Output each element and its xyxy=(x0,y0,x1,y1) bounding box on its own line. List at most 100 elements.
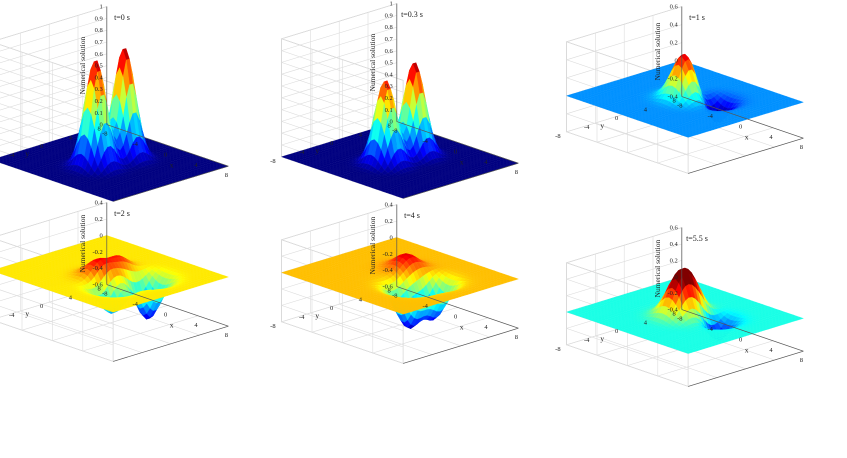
x-tick-label: 0 xyxy=(164,311,167,318)
chart-panel-6: -8-4048-8-4048-0.4-0.200.20.40.6xyNumeri… xyxy=(555,225,803,387)
y-axis-label: y xyxy=(315,146,319,155)
x-axis-label: x xyxy=(460,157,464,166)
x-axis-label: x xyxy=(460,322,464,331)
z-tick-label: 0.1 xyxy=(385,107,393,114)
y-tick-label: -4 xyxy=(9,152,15,159)
x-tick-label: -8 xyxy=(392,293,397,300)
z-tick-label: -0.4 xyxy=(668,307,679,314)
z-tick-label: -0.2 xyxy=(383,251,393,258)
y-axis-label: y xyxy=(25,309,29,318)
z-tick-label: 0.4 xyxy=(670,241,679,248)
x-tick-label: 8 xyxy=(800,357,803,364)
z-tick-label: 0.3 xyxy=(95,86,103,93)
panel-title: t=5.5 s xyxy=(686,234,708,243)
z-tick-label: 0.6 xyxy=(670,4,679,11)
y-tick-label: -4 xyxy=(299,149,305,156)
x-tick-label: 8 xyxy=(225,172,228,179)
z-tick-label: 0 xyxy=(100,232,103,239)
chart-panel-2: -8-4048-8-404800.10.20.30.40.50.60.70.80… xyxy=(270,1,518,199)
z-axis-label: Numerical solution xyxy=(653,240,662,298)
z-axis-label: Numerical solution xyxy=(78,37,87,95)
x-tick-label: -4 xyxy=(422,138,428,145)
z-tick-label: 0 xyxy=(100,122,103,129)
z-tick-label: 0.5 xyxy=(95,63,103,70)
panel-title: t=2 s xyxy=(114,209,130,218)
chart-panel-3: -8-4048-8-4048-0.4-0.200.20.40.6xyNumeri… xyxy=(555,4,803,174)
z-axis-label: Numerical solution xyxy=(368,34,377,92)
x-tick-label: -8 xyxy=(392,128,397,135)
panel-title: t=0.3 s xyxy=(401,10,423,19)
z-tick-label: -0.4 xyxy=(383,267,394,274)
z-tick-label: 0 xyxy=(390,119,393,126)
z-tick-label: 0.6 xyxy=(385,48,394,55)
y-tick-label: 0 xyxy=(330,305,333,312)
x-axis-label: x xyxy=(745,345,749,354)
x-tick-label: -8 xyxy=(677,316,682,323)
y-axis-label: y xyxy=(600,334,604,343)
y-tick-label: -4 xyxy=(584,337,590,344)
y-tick-label: 0 xyxy=(330,140,333,147)
z-tick-label: 0.3 xyxy=(385,83,393,90)
z-tick-label: 0.8 xyxy=(95,27,103,34)
y-axis-label: y xyxy=(600,121,604,130)
z-tick-label: -0.2 xyxy=(668,76,678,83)
y-tick-label: 0 xyxy=(615,328,618,335)
x-tick-label: -8 xyxy=(102,291,107,298)
chart-panel-1: -8-4048-8-404800.10.20.30.40.50.60.70.80… xyxy=(0,4,228,202)
z-tick-label: 0.4 xyxy=(95,200,104,207)
z-tick-label: -0.2 xyxy=(668,290,678,297)
z-tick-label: 1 xyxy=(100,4,103,11)
z-tick-label: 0.2 xyxy=(95,216,103,223)
y-tick-label: -4 xyxy=(299,314,305,321)
x-tick-label: -4 xyxy=(422,303,428,310)
y-tick-label: 0 xyxy=(615,115,618,122)
x-tick-label: -4 xyxy=(132,141,138,148)
x-tick-label: 0 xyxy=(739,336,742,343)
z-tick-label: 0.8 xyxy=(385,24,393,31)
z-tick-label: 0.4 xyxy=(385,202,394,209)
x-tick-label: -4 xyxy=(707,113,713,120)
z-tick-label: 0.6 xyxy=(670,225,679,232)
y-tick-label: -8 xyxy=(555,133,560,140)
y-axis-label: y xyxy=(25,149,29,158)
x-tick-label: -8 xyxy=(102,131,107,138)
x-axis-label: x xyxy=(170,160,174,169)
x-axis-label: x xyxy=(745,132,749,141)
x-tick-label: 8 xyxy=(515,334,518,341)
chart-panel-4: -8-4048-8-4048-0.6-0.4-0.200.20.4xyNumer… xyxy=(0,200,228,362)
x-tick-label: 0 xyxy=(739,123,742,130)
y-tick-label: -4 xyxy=(584,124,590,131)
x-tick-label: 8 xyxy=(225,332,228,339)
x-tick-label: 0 xyxy=(454,148,457,155)
x-axis-label: x xyxy=(170,320,174,329)
z-axis-label: Numerical solution xyxy=(653,23,662,81)
z-tick-label: -0.2 xyxy=(93,249,103,256)
z-tick-label: 0 xyxy=(675,58,678,65)
z-tick-label: 0.5 xyxy=(385,60,393,67)
y-tick-label: -4 xyxy=(9,312,15,319)
z-tick-label: 0.4 xyxy=(385,71,394,78)
z-tick-label: 0.4 xyxy=(95,74,104,81)
z-tick-label: 0.2 xyxy=(670,40,678,47)
x-tick-label: 0 xyxy=(164,151,167,158)
z-tick-label: 0.2 xyxy=(95,98,103,105)
z-tick-label: -0.4 xyxy=(668,94,679,101)
x-tick-label: 8 xyxy=(515,169,518,176)
z-tick-label: 0.2 xyxy=(670,257,678,264)
x-tick-label: 4 xyxy=(194,322,198,329)
x-tick-label: 4 xyxy=(769,134,773,141)
z-tick-label: 0 xyxy=(675,274,678,281)
y-tick-label: -8 xyxy=(270,158,275,165)
x-tick-label: 4 xyxy=(484,324,488,331)
z-tick-label: 0.2 xyxy=(385,95,393,102)
y-tick-label: -8 xyxy=(270,323,275,330)
z-axis-label: Numerical solution xyxy=(368,217,377,275)
z-tick-label: 0.7 xyxy=(385,36,394,43)
z-tick-label: 0.2 xyxy=(385,218,393,225)
x-tick-label: 8 xyxy=(800,144,803,151)
x-tick-label: -4 xyxy=(707,326,713,333)
x-tick-label: 0 xyxy=(454,313,457,320)
y-axis-label: y xyxy=(315,311,319,320)
y-tick-label: 0 xyxy=(40,143,43,150)
